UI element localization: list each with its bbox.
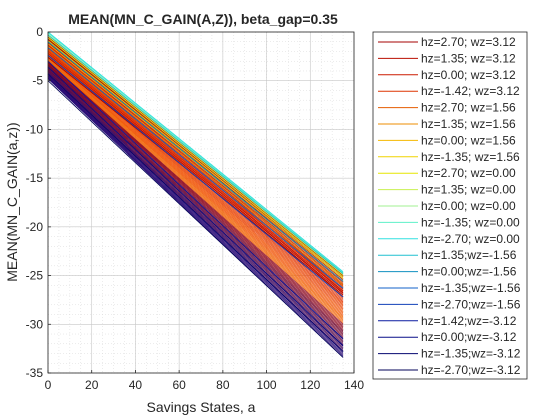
bundle-line xyxy=(47,56,344,315)
series-line-4 xyxy=(47,51,344,290)
bundle-line xyxy=(47,62,344,326)
legend: hz=2.70; wz=3.12 hz=1.35; wz=3.12 hz=0.00;… xyxy=(372,31,528,380)
legend-entry: hz=2.70; wz=0.00 xyxy=(421,166,516,180)
legend-entry: hz=1.42;wz=-3.12 xyxy=(421,314,517,328)
legend-entry: hz=2.70; wz=1.56 xyxy=(421,101,516,115)
bundle-line xyxy=(47,71,344,344)
bundle-line xyxy=(47,55,344,314)
x-tick-label: 140 xyxy=(344,378,364,392)
series-lines xyxy=(47,31,344,358)
bundle-line xyxy=(47,59,344,321)
series-line-14 xyxy=(47,34,344,274)
x-axis-ticks: 0 20 40 60 80 100 120 140 xyxy=(45,370,364,392)
bundle-line xyxy=(47,69,344,340)
y-tick-label: 0 xyxy=(36,25,43,39)
bundle-line xyxy=(47,67,344,336)
y-axis-label: MEAN(MN_C_GAIN(a,z)) xyxy=(4,122,20,281)
y-tick-label: -10 xyxy=(26,122,44,136)
y-tick-label: -5 xyxy=(32,74,43,88)
bundle-line xyxy=(47,72,344,347)
bundle-line xyxy=(47,76,344,354)
series-line-9 xyxy=(47,37,344,277)
legend-entry: hz=-1.35;wz=-1.56 xyxy=(421,281,521,295)
bundle-line xyxy=(47,77,344,357)
series-line-20 xyxy=(47,73,344,352)
legend-entry: hz=0.00; wz=0.00 xyxy=(421,199,516,213)
y-tick-label: -20 xyxy=(26,220,44,234)
plot-frame xyxy=(47,31,355,374)
x-tick-label: 120 xyxy=(300,378,320,392)
legend-entry: hz=0.00;wz=-1.56 xyxy=(421,265,517,279)
y-tick-label: -30 xyxy=(26,317,44,331)
series-line-8 xyxy=(47,40,344,279)
legend-entry: hz=2.70; wz=3.12 xyxy=(421,35,516,49)
x-tick-label: 80 xyxy=(216,378,230,392)
legend-entry: hz=1.35; wz=1.56 xyxy=(421,117,516,131)
y-tick-label: -35 xyxy=(26,366,44,380)
x-tick-label: 60 xyxy=(172,378,186,392)
x-axis-label: Savings States, a xyxy=(147,399,256,415)
bundle-line xyxy=(47,61,344,325)
legend-entry: hz=-1.35;wz=-3.12 xyxy=(421,347,521,361)
legend-entry: hz=-1.35; wz=1.56 xyxy=(421,150,520,164)
bundle-line xyxy=(47,73,344,348)
series-line-18 xyxy=(47,60,344,340)
bundle-line xyxy=(47,51,344,305)
legend-entry: hz=-2.70; wz=0.00 xyxy=(421,232,520,246)
legend-entry: hz=-2.70;wz=-1.56 xyxy=(421,297,521,311)
bundle-line xyxy=(47,65,344,332)
legend-entry: hz=-1.42; wz=3.12 xyxy=(421,84,520,98)
x-tick-label: 40 xyxy=(129,378,143,392)
legend-entry: hz=0.00; wz=3.12 xyxy=(421,68,516,82)
y-tick-label: -15 xyxy=(26,171,44,185)
bundle-line xyxy=(47,69,344,342)
series-line-6 xyxy=(47,46,344,285)
bundle-line xyxy=(47,57,344,317)
x-tick-label: 100 xyxy=(257,378,277,392)
series-line-13 xyxy=(47,31,344,273)
bundle-line xyxy=(47,67,344,337)
x-tick-label: 20 xyxy=(85,378,99,392)
legend-entry: hz=1.35;wz=-1.56 xyxy=(421,248,517,262)
series-line-19 xyxy=(47,66,344,347)
bundle-line xyxy=(47,60,344,322)
y-axis-ticks: 0 -5 -10 -15 -20 -25 -30 -35 xyxy=(26,25,51,380)
series-line-2 xyxy=(47,55,344,294)
series-line-17 xyxy=(47,55,344,298)
bundle-line xyxy=(47,58,344,319)
series-line-10 xyxy=(47,35,344,275)
series-line-21 xyxy=(47,80,344,358)
bundle-line xyxy=(47,55,344,312)
bundle-line xyxy=(47,36,344,276)
series-line-16 xyxy=(47,47,344,289)
series-line-15 xyxy=(47,41,344,282)
bundle-line xyxy=(47,57,344,318)
legend-entry: hz=1.35; wz=3.12 xyxy=(421,51,516,65)
bundle-line xyxy=(47,77,344,355)
legend-entry: hz=0.00; wz=1.56 xyxy=(421,133,516,147)
legend-entry: hz=1.35; wz=0.00 xyxy=(421,183,516,197)
y-tick-label: -25 xyxy=(26,269,44,283)
x-tick-label: 0 xyxy=(45,378,52,392)
series-line-3 xyxy=(47,53,344,292)
legend-entry: hz=-2.70;wz=-3.12 xyxy=(421,363,521,377)
bundle-line xyxy=(47,60,344,323)
bundle-line xyxy=(47,65,344,333)
legend-entry: hz=-1.35; wz=0.00 xyxy=(421,215,520,229)
series-line-12 xyxy=(47,32,344,273)
bundle-line xyxy=(47,64,344,330)
legend-entry: hz=0.00;wz=-3.12 xyxy=(421,330,517,344)
chart-title: MEAN(MN_C_GAIN(A,Z)), beta_gap=0.35 xyxy=(68,11,338,27)
